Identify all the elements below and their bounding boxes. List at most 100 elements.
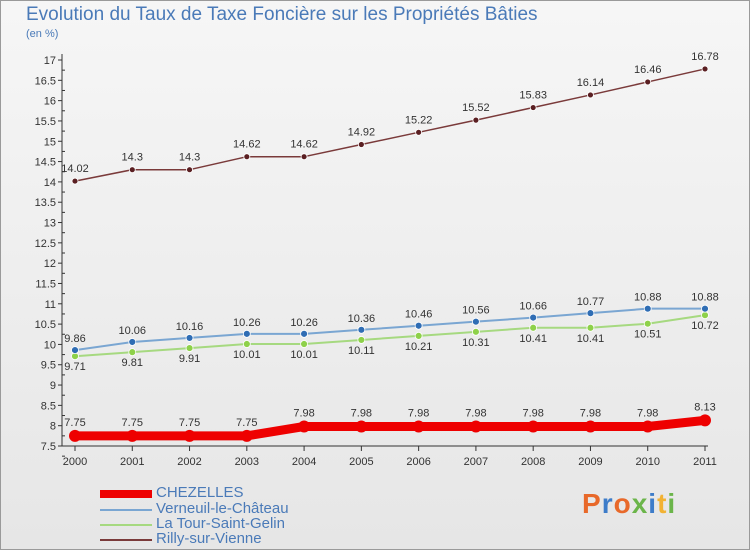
data-point [584, 420, 597, 433]
data-label: 10.72 [691, 320, 719, 332]
logo-letter: t [657, 488, 668, 519]
data-label: 10.06 [119, 325, 147, 337]
data-label: 10.56 [462, 305, 490, 317]
y-tick-label: 17 [44, 55, 56, 67]
data-label: 10.66 [519, 301, 547, 313]
data-point [529, 104, 537, 111]
data-label: 16.14 [577, 77, 605, 89]
logo-letter: i [648, 488, 658, 519]
logo-letter: P [582, 488, 602, 519]
logo-letter: i [667, 488, 677, 519]
data-point [414, 321, 423, 330]
y-tick-label: 15.5 [35, 116, 56, 128]
data-label: 10.36 [348, 313, 376, 325]
y-tick-label: 8.5 [41, 400, 56, 412]
data-point [240, 429, 253, 442]
data-point [243, 153, 251, 161]
y-tick-label: 13.5 [35, 197, 56, 209]
data-point [186, 166, 193, 174]
x-tick-label: 2010 [635, 456, 659, 468]
y-tick-label: 14 [44, 177, 56, 189]
data-label: 10.31 [462, 337, 490, 349]
data-label: 10.26 [290, 317, 318, 329]
x-tick-label: 2001 [120, 456, 144, 468]
x-tick-label: 2002 [177, 456, 201, 468]
data-point [472, 317, 480, 326]
data-label: 14.62 [290, 139, 318, 151]
logo-letter: x [631, 488, 649, 519]
y-tick-label: 9.5 [41, 360, 56, 372]
data-point [71, 177, 79, 185]
data-point [469, 420, 482, 433]
x-tick-label: 2005 [349, 456, 373, 468]
data-point [701, 65, 709, 73]
data-label: 7.98 [351, 407, 372, 419]
data-label: 15.22 [405, 114, 433, 126]
data-point [529, 323, 538, 332]
data-point [185, 344, 194, 352]
data-label: 7.98 [408, 407, 429, 419]
data-point [701, 311, 709, 320]
data-label: 15.52 [462, 102, 490, 114]
data-label: 7.75 [236, 417, 257, 429]
data-point [414, 331, 423, 340]
data-label: 10.88 [691, 292, 719, 304]
data-label: 16.46 [634, 64, 662, 76]
data-point [298, 420, 311, 433]
data-label: 7.98 [522, 407, 543, 419]
data-point [185, 334, 194, 342]
data-point [69, 429, 81, 442]
data-point [357, 141, 365, 148]
data-label: 10.88 [634, 292, 662, 304]
data-label: 9.81 [122, 357, 143, 369]
data-point [128, 348, 137, 357]
data-label: 10.21 [405, 341, 433, 353]
proxiti-logo: Proxiti [582, 488, 676, 520]
data-point [183, 429, 196, 442]
data-label: 10.16 [176, 321, 204, 333]
data-label: 14.02 [61, 163, 89, 175]
data-label: 10.01 [290, 349, 318, 361]
data-point [300, 340, 308, 348]
y-tick-label: 16.5 [35, 75, 56, 87]
series-line-2 [74, 314, 706, 358]
legend-swatch [100, 524, 152, 526]
y-tick-label: 14.5 [35, 157, 56, 169]
data-label: 10.41 [519, 333, 547, 345]
y-tick-label: 7.5 [41, 441, 56, 453]
y-tick-label: 11.5 [35, 278, 56, 290]
data-label: 10.01 [233, 349, 261, 361]
data-label: 7.75 [122, 417, 143, 429]
data-point [699, 414, 711, 427]
y-tick-label: 12.5 [35, 238, 56, 250]
data-label: 7.98 [580, 407, 601, 419]
data-point [643, 319, 652, 328]
data-point [128, 166, 136, 174]
y-tick-label: 16 [44, 96, 56, 108]
data-label: 8.13 [694, 401, 715, 413]
data-point [643, 304, 652, 313]
data-label: 14.3 [122, 152, 143, 164]
y-tick-label: 9 [50, 380, 56, 392]
data-point [300, 329, 308, 338]
data-label: 7.98 [465, 407, 486, 419]
data-label: 10.46 [405, 309, 433, 321]
data-point [412, 420, 425, 433]
data-label: 14.92 [348, 127, 376, 139]
data-label: 16.78 [691, 51, 719, 63]
data-point [472, 116, 480, 124]
data-point [527, 420, 540, 433]
data-label: 9.71 [64, 361, 85, 373]
data-point [242, 329, 251, 338]
x-tick-label: 2009 [578, 456, 602, 468]
series-line-0 [70, 415, 710, 441]
data-label: 7.75 [64, 417, 85, 429]
data-point [587, 91, 594, 99]
series-line-1 [74, 307, 706, 352]
x-tick-label: 2008 [521, 456, 545, 468]
data-point [128, 338, 137, 346]
data-label: 7.75 [179, 417, 200, 429]
legend-label: Verneuil-le-Château [156, 500, 289, 517]
data-label: 14.3 [179, 152, 200, 164]
